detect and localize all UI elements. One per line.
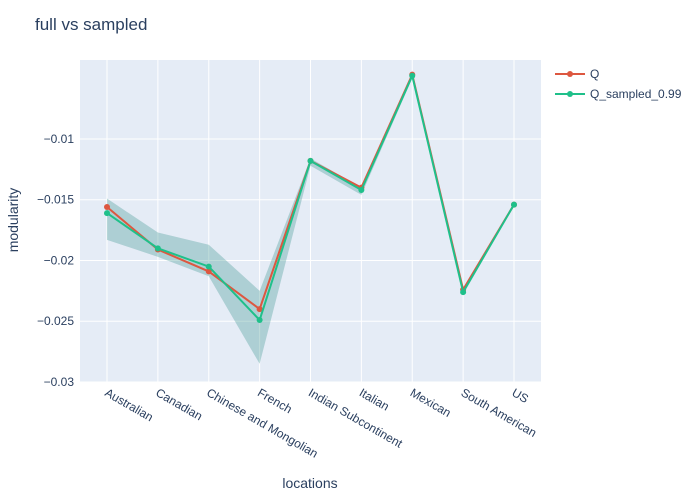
legend-item[interactable]: Q xyxy=(555,67,599,81)
data-point[interactable] xyxy=(205,268,212,275)
data-point[interactable] xyxy=(460,289,467,296)
legend-label: Q xyxy=(590,67,599,81)
legend-marker xyxy=(567,71,573,77)
y-tick-label: −0.01 xyxy=(44,132,75,146)
data-point[interactable] xyxy=(154,245,161,252)
series-q-sampled xyxy=(104,72,517,324)
data-point[interactable] xyxy=(256,317,263,324)
chart-title: full vs sampled xyxy=(35,15,147,34)
data-point[interactable] xyxy=(256,306,263,313)
legend-label: Q_sampled_0.99 xyxy=(590,87,682,101)
x-axis-title: locations xyxy=(282,475,337,491)
data-point[interactable] xyxy=(307,157,314,164)
series-lines xyxy=(104,71,517,324)
y-tick-label: −0.02 xyxy=(44,253,75,267)
y-tick-label: −0.03 xyxy=(44,375,75,389)
legend-item[interactable]: Q_sampled_0.99 xyxy=(555,87,682,101)
legend-marker xyxy=(567,91,573,97)
data-point[interactable] xyxy=(104,210,110,217)
data-point[interactable] xyxy=(409,72,416,79)
y-axis-ticks: −0.01 −0.015 −0.02 −0.025 −0.03 xyxy=(37,132,74,389)
legend[interactable]: Q Q_sampled_0.99 xyxy=(555,67,682,101)
grid-lines xyxy=(80,60,541,383)
y-tick-label: −0.015 xyxy=(37,193,74,207)
data-point[interactable] xyxy=(511,201,517,208)
data-point[interactable] xyxy=(205,263,212,270)
y-axis-title: modularity xyxy=(5,188,21,253)
data-point[interactable] xyxy=(358,187,365,194)
y-tick-label: −0.025 xyxy=(37,314,74,328)
data-point[interactable] xyxy=(104,204,110,211)
